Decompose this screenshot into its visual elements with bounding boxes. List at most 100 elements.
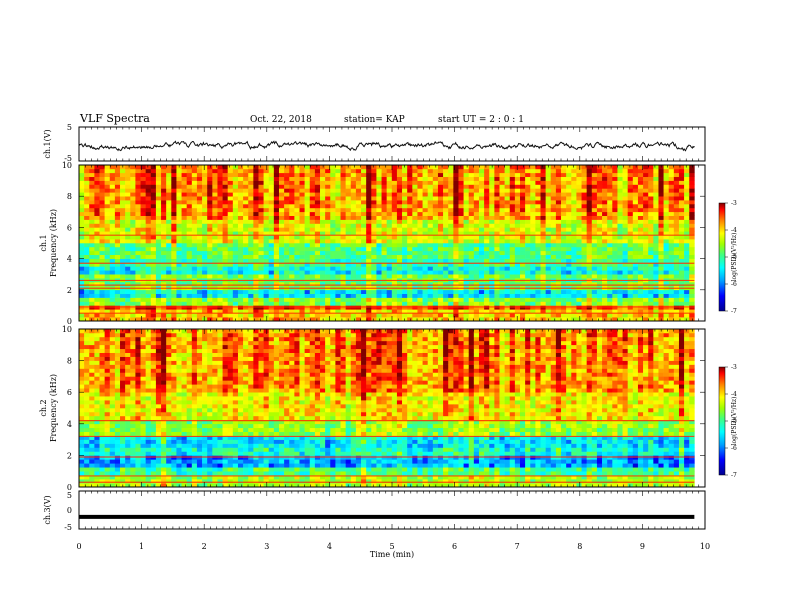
spectrogram-cell	[309, 235, 316, 240]
spectrogram-cell	[166, 231, 172, 236]
spectrogram-cell	[576, 243, 582, 248]
spectrogram-cell	[155, 309, 162, 314]
spectrogram-cell	[202, 227, 208, 232]
spectrogram-cell	[448, 196, 454, 201]
spectrogram-cell	[366, 215, 372, 220]
spectrogram-cell	[89, 231, 95, 236]
spectrogram-cell	[612, 270, 618, 275]
spectrogram-cell	[104, 293, 111, 298]
spectrogram-cell	[463, 192, 470, 197]
spectrogram-cell	[637, 270, 644, 275]
spectrogram-cell	[545, 274, 552, 279]
spectrogram-cell	[443, 165, 449, 170]
spectrogram-cell	[304, 266, 311, 271]
spectrogram-cell	[186, 184, 193, 189]
spectrogram-cell	[227, 258, 234, 263]
spectrogram-cell	[489, 289, 495, 294]
spectrogram-cell	[125, 270, 131, 275]
spectrogram-cell	[191, 168, 198, 174]
spectrogram-cell	[427, 282, 434, 287]
spectrogram-cell	[314, 227, 321, 232]
spectrogram-cell	[217, 317, 223, 322]
spectrogram-cell	[463, 243, 470, 248]
spectrogram-cell	[663, 204, 670, 209]
spectrogram-cell	[150, 293, 157, 298]
spectrogram-cell	[145, 215, 152, 220]
spectrogram-cell	[432, 293, 439, 298]
spectrogram-cell	[622, 192, 628, 197]
spectrogram-cell	[304, 243, 311, 248]
spectrogram-cell	[207, 313, 213, 318]
spectrogram-cell	[437, 258, 444, 263]
spectrogram-cell	[668, 250, 675, 255]
spectrogram-cell	[427, 231, 434, 236]
spectrogram-cell	[427, 215, 434, 220]
spectrogram-cell	[468, 274, 475, 279]
spectrogram-cell	[673, 317, 680, 322]
spectrogram-cell	[663, 215, 670, 220]
spectrogram-cell	[99, 282, 105, 287]
spectrogram-cell	[530, 262, 536, 267]
spectrogram-cell	[637, 219, 644, 224]
spectrogram-cell	[268, 219, 275, 224]
spectrogram-cell	[596, 188, 603, 193]
spectrogram-cell	[653, 200, 659, 205]
spectrogram-cell	[458, 309, 464, 314]
spectrogram-cell	[325, 235, 331, 240]
spectrogram-cell	[535, 188, 541, 193]
spectrogram-cell	[120, 168, 126, 174]
spectrogram-cell	[381, 196, 387, 201]
spectrogram-cell	[494, 289, 500, 294]
spectrogram-cell	[243, 258, 249, 263]
spectrogram-cell	[243, 231, 249, 236]
spectrogram-cell	[494, 235, 500, 240]
spectrogram-cell	[643, 207, 649, 213]
spectrogram-cell	[484, 196, 490, 201]
spectrogram-cell	[525, 289, 531, 294]
spectrogram-cell	[212, 184, 218, 189]
spectrogram-cell	[268, 317, 275, 322]
spectrogram-cell	[243, 254, 249, 259]
spectrogram-cell	[304, 211, 311, 216]
spectrogram-cell	[176, 184, 182, 189]
spectrogram-cell	[361, 172, 367, 177]
spectrogram-cell	[243, 196, 249, 201]
spectrogram-cell	[648, 172, 654, 177]
spectrogram-cell	[504, 180, 511, 185]
spectrogram-cell	[555, 250, 562, 255]
spectrogram-cell	[668, 282, 675, 287]
spectrogram-cell	[94, 235, 100, 240]
spectrogram-cell	[561, 317, 567, 322]
spectrogram-cell	[443, 262, 449, 267]
spectrogram-cell	[381, 270, 387, 275]
spectrogram-cell	[361, 258, 367, 263]
spectrogram-cell	[120, 254, 126, 259]
spectrogram-cell	[109, 227, 116, 232]
spectrogram-cell	[94, 168, 100, 174]
spectrogram-cell	[104, 266, 111, 271]
spectrogram-cell	[345, 200, 352, 205]
spectrogram-cell	[468, 301, 475, 306]
spectrogram-cell	[207, 184, 213, 189]
spectrogram-cell	[453, 297, 459, 302]
spectrogram-cell	[530, 289, 536, 294]
spectrogram-cell	[237, 246, 244, 252]
spectrogram-cell	[114, 239, 121, 244]
spectrogram-cell	[653, 180, 659, 185]
spectrogram-cell	[125, 309, 131, 314]
spectrogram-cell	[627, 274, 634, 279]
spectrogram-cell	[617, 176, 623, 181]
spectrogram-cell	[320, 219, 326, 224]
spectrogram-cell	[658, 254, 664, 259]
spectrogram-cell	[432, 192, 439, 197]
spectrogram-cell	[376, 200, 382, 205]
spectrogram-cell	[432, 176, 439, 181]
spectrogram-cell	[596, 274, 603, 279]
spectrogram-cell	[104, 200, 111, 205]
spectrogram-cell	[330, 309, 336, 314]
spectrogram-cell	[284, 200, 290, 205]
spectrogram-cell	[602, 282, 608, 287]
spectrogram-cell	[299, 317, 305, 322]
spectrogram-cell	[268, 196, 275, 201]
spectrogram-cell	[320, 274, 326, 279]
